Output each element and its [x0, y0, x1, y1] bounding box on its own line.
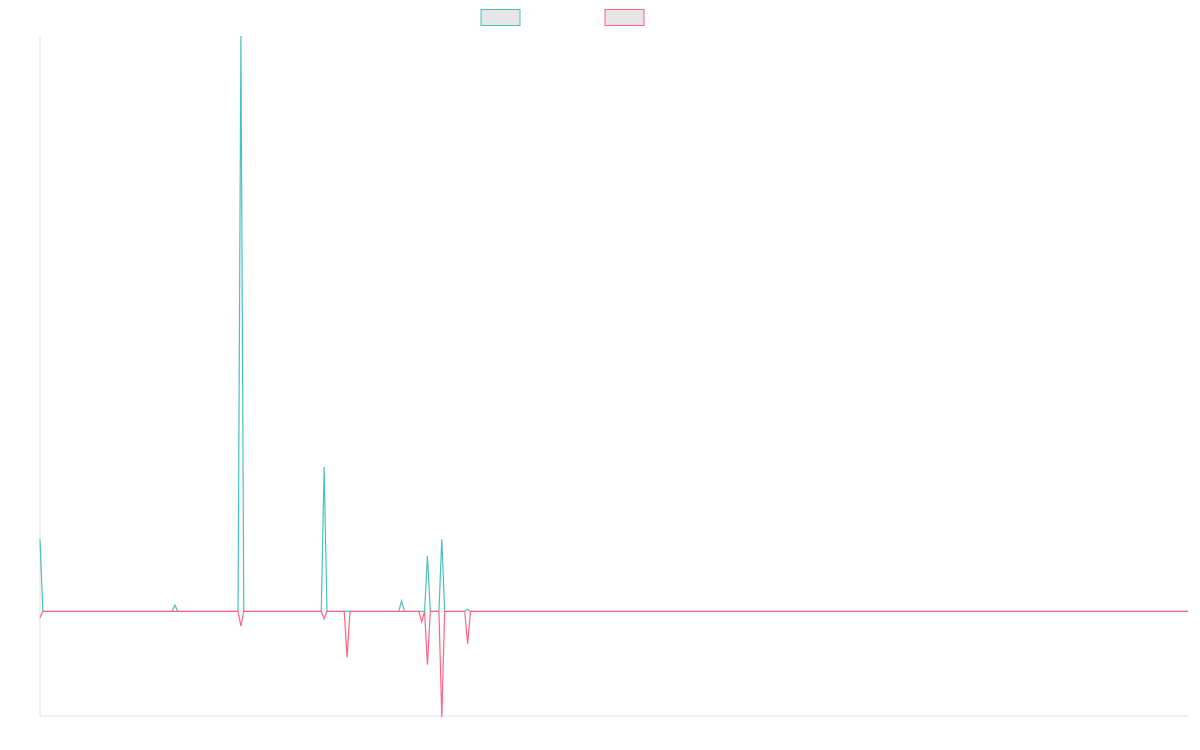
series-line-2: [39, 610, 1188, 718]
legend-swatch-2[interactable]: [604, 9, 645, 26]
legend: [480, 9, 645, 26]
plot-area: [39, 35, 1188, 718]
series-line-1: [39, 35, 1188, 612]
axes: [39, 36, 1188, 717]
legend-swatch-1[interactable]: [480, 9, 521, 26]
